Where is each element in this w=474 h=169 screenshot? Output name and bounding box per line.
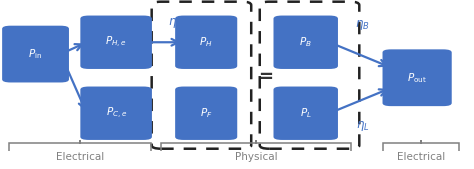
Text: $P_{\mathrm{in}}$: $P_{\mathrm{in}}$ [28, 47, 43, 61]
FancyBboxPatch shape [80, 16, 152, 69]
Text: Electrical: Electrical [397, 152, 445, 162]
Text: $P_{H}$: $P_{H}$ [200, 35, 213, 49]
Text: $P_{F}$: $P_{F}$ [200, 106, 212, 120]
FancyBboxPatch shape [273, 16, 338, 69]
Text: $P_{B}$: $P_{B}$ [300, 35, 312, 49]
Text: $\eta_{L}$: $\eta_{L}$ [356, 119, 369, 133]
Text: Physical: Physical [235, 152, 277, 162]
Text: Electrical: Electrical [56, 152, 104, 162]
Text: $P_{L}$: $P_{L}$ [300, 106, 312, 120]
Text: $P_{C,e}$: $P_{C,e}$ [106, 106, 127, 121]
FancyBboxPatch shape [273, 87, 338, 140]
Text: =: = [258, 68, 273, 86]
Text: $\eta_{B}$: $\eta_{B}$ [356, 18, 370, 31]
Text: $P_{H,e}$: $P_{H,e}$ [105, 35, 127, 50]
Text: $\eta_{H}$: $\eta_{H}$ [168, 16, 183, 30]
FancyBboxPatch shape [175, 16, 237, 69]
FancyBboxPatch shape [80, 87, 152, 140]
Text: $P_{\mathrm{out}}$: $P_{\mathrm{out}}$ [407, 71, 427, 85]
FancyBboxPatch shape [2, 26, 69, 82]
FancyBboxPatch shape [175, 87, 237, 140]
FancyBboxPatch shape [383, 49, 452, 106]
